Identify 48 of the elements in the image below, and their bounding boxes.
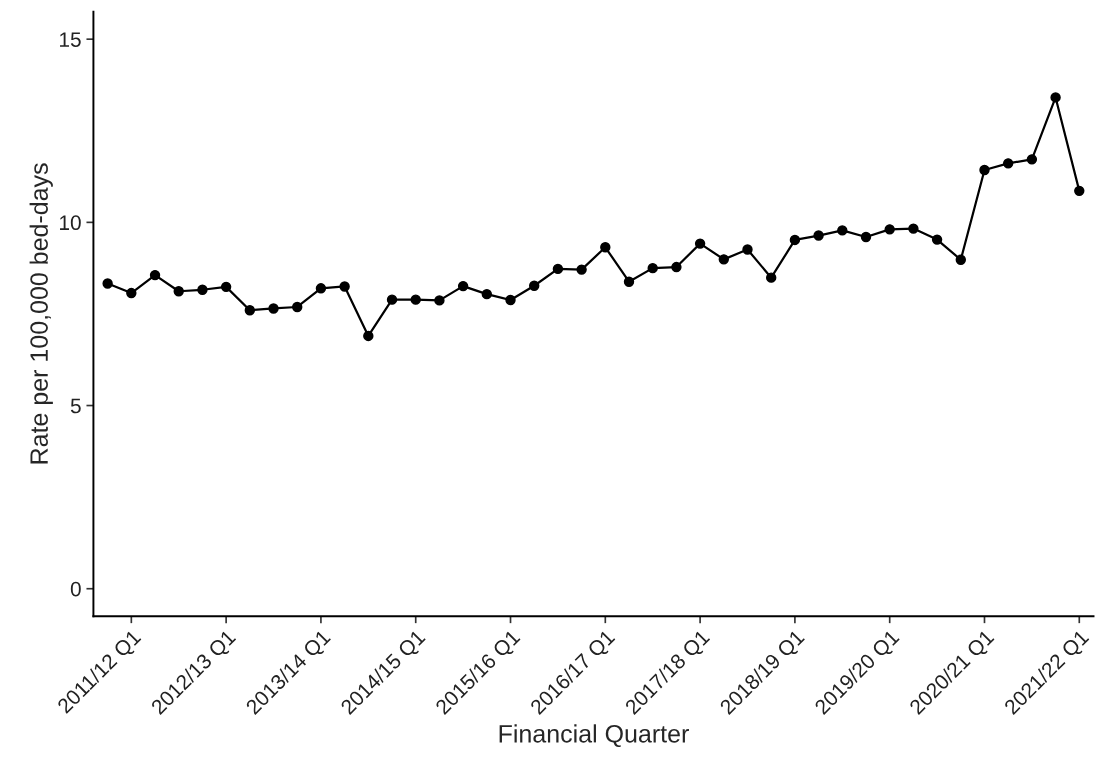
y-tick-label: 0	[70, 581, 81, 597]
point	[860, 231, 872, 243]
point	[576, 264, 587, 275]
point	[410, 294, 421, 305]
point	[363, 330, 374, 342]
point	[529, 280, 540, 291]
point	[813, 230, 824, 241]
y-tick-label: 5	[70, 398, 81, 414]
point	[220, 281, 232, 293]
point	[197, 284, 208, 295]
point	[1026, 154, 1038, 165]
point	[766, 272, 777, 283]
point	[552, 263, 564, 275]
point	[742, 244, 753, 255]
point	[339, 281, 350, 292]
point	[126, 287, 137, 299]
point	[623, 276, 635, 287]
point	[931, 234, 943, 245]
point	[718, 254, 729, 265]
point	[505, 294, 516, 306]
point	[292, 301, 303, 313]
point	[955, 254, 966, 265]
point	[102, 278, 113, 289]
point	[671, 261, 682, 273]
point	[837, 225, 848, 236]
point	[884, 224, 895, 235]
point	[647, 262, 658, 274]
x-axis-title: Financial Quarter	[499, 724, 689, 748]
point	[149, 269, 161, 281]
y-tick-label: 10	[60, 215, 81, 231]
point	[434, 295, 445, 306]
point	[386, 294, 398, 305]
point	[481, 288, 493, 300]
y-tick-label: 15	[60, 32, 81, 47]
point	[457, 280, 469, 292]
point	[600, 242, 611, 253]
point	[789, 234, 801, 246]
point	[908, 223, 919, 234]
point	[244, 305, 256, 316]
point	[173, 286, 184, 297]
point	[979, 164, 990, 176]
point	[1002, 158, 1014, 169]
point	[268, 303, 279, 314]
point	[315, 283, 327, 294]
point	[1074, 185, 1085, 197]
y-axis-title: Rate per 100,000 bed-days	[29, 163, 53, 464]
point	[694, 238, 706, 249]
point	[1050, 92, 1061, 103]
